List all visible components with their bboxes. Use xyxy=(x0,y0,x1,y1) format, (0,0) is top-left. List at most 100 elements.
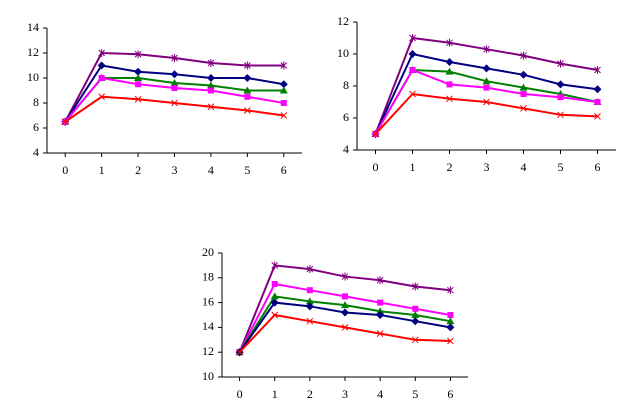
marker xyxy=(557,94,564,101)
marker xyxy=(376,311,385,319)
marker xyxy=(409,67,416,73)
marker xyxy=(244,107,251,114)
marker xyxy=(170,70,179,79)
marker xyxy=(409,34,416,42)
x-tick-label: 1 xyxy=(272,387,278,401)
marker xyxy=(446,95,453,103)
marker xyxy=(519,70,528,79)
x-tick-label: 4 xyxy=(208,163,214,177)
y-tick-label: 4 xyxy=(343,142,349,156)
marker xyxy=(134,67,143,76)
marker xyxy=(244,61,251,70)
marker xyxy=(446,317,455,325)
x-tick-label: 6 xyxy=(281,163,287,177)
marker xyxy=(134,95,142,103)
marker xyxy=(593,85,602,94)
x-tick-label: 0 xyxy=(62,163,68,177)
y-tick-label: 10 xyxy=(337,46,349,60)
marker xyxy=(206,81,215,89)
marker xyxy=(376,330,384,337)
marker xyxy=(243,74,252,82)
x-tick-label: 1 xyxy=(410,160,416,174)
marker xyxy=(170,79,179,86)
y-tick-label: 4 xyxy=(33,145,39,159)
marker xyxy=(280,112,288,119)
marker xyxy=(341,301,349,309)
marker xyxy=(520,105,527,112)
x-tick-label: 6 xyxy=(595,160,601,174)
marker xyxy=(270,292,279,300)
marker xyxy=(207,103,215,111)
y-tick-label: 8 xyxy=(343,78,349,92)
y-tick-label: 20 xyxy=(202,245,214,259)
marker xyxy=(206,74,215,82)
marker xyxy=(171,99,178,107)
marker xyxy=(447,337,454,345)
x-tick-label: 0 xyxy=(237,387,243,401)
x-tick-label: 2 xyxy=(447,160,453,174)
x-tick-label: 6 xyxy=(447,387,453,401)
marker xyxy=(134,50,142,59)
marker xyxy=(305,302,314,311)
marker xyxy=(306,317,314,325)
marker xyxy=(411,282,419,291)
marker xyxy=(483,98,490,106)
series-line xyxy=(374,92,598,135)
marker xyxy=(376,276,384,285)
y-tick-label: 12 xyxy=(27,45,39,59)
marker xyxy=(61,118,69,126)
y-tick-label: 18 xyxy=(202,270,214,284)
marker xyxy=(280,100,287,106)
marker xyxy=(482,64,491,73)
y-tick-label: 12 xyxy=(202,344,214,358)
marker xyxy=(594,66,601,74)
marker xyxy=(341,324,349,331)
marker xyxy=(520,51,527,60)
marker xyxy=(557,111,564,119)
marker xyxy=(447,312,454,318)
marker xyxy=(306,265,314,274)
marker xyxy=(341,272,349,281)
y-tick-label: 6 xyxy=(343,110,349,124)
x-tick-label: 3 xyxy=(342,387,348,401)
marker xyxy=(305,297,314,305)
marker xyxy=(271,261,279,270)
marker xyxy=(271,311,279,319)
series-line xyxy=(64,95,284,123)
marker xyxy=(483,45,490,54)
marker xyxy=(557,59,564,68)
x-tick-label: 5 xyxy=(412,387,418,401)
marker xyxy=(411,336,419,344)
marker xyxy=(279,86,288,94)
marker xyxy=(556,80,565,89)
marker xyxy=(446,81,453,88)
marker xyxy=(244,93,251,100)
marker xyxy=(306,287,313,294)
marker xyxy=(207,59,215,67)
marker xyxy=(279,80,288,89)
marker xyxy=(594,113,601,120)
marker xyxy=(411,311,420,318)
marker xyxy=(271,281,278,287)
x-tick-label: 5 xyxy=(244,163,250,177)
x-tick-label: 2 xyxy=(307,387,313,401)
marker xyxy=(270,298,279,307)
marker xyxy=(594,99,601,105)
marker xyxy=(411,317,420,326)
marker xyxy=(446,38,453,47)
marker xyxy=(372,130,379,138)
marker xyxy=(519,83,528,91)
y-tick-label: 10 xyxy=(202,369,214,383)
marker xyxy=(98,49,105,57)
x-tick-label: 2 xyxy=(135,163,141,177)
x-tick-label: 1 xyxy=(99,163,105,177)
x-tick-label: 4 xyxy=(377,387,383,401)
marker xyxy=(412,305,419,312)
x-tick-label: 3 xyxy=(484,160,490,174)
marker xyxy=(243,86,252,94)
marker xyxy=(377,299,384,306)
marker xyxy=(376,307,385,315)
marker xyxy=(445,58,454,66)
marker xyxy=(409,90,416,98)
